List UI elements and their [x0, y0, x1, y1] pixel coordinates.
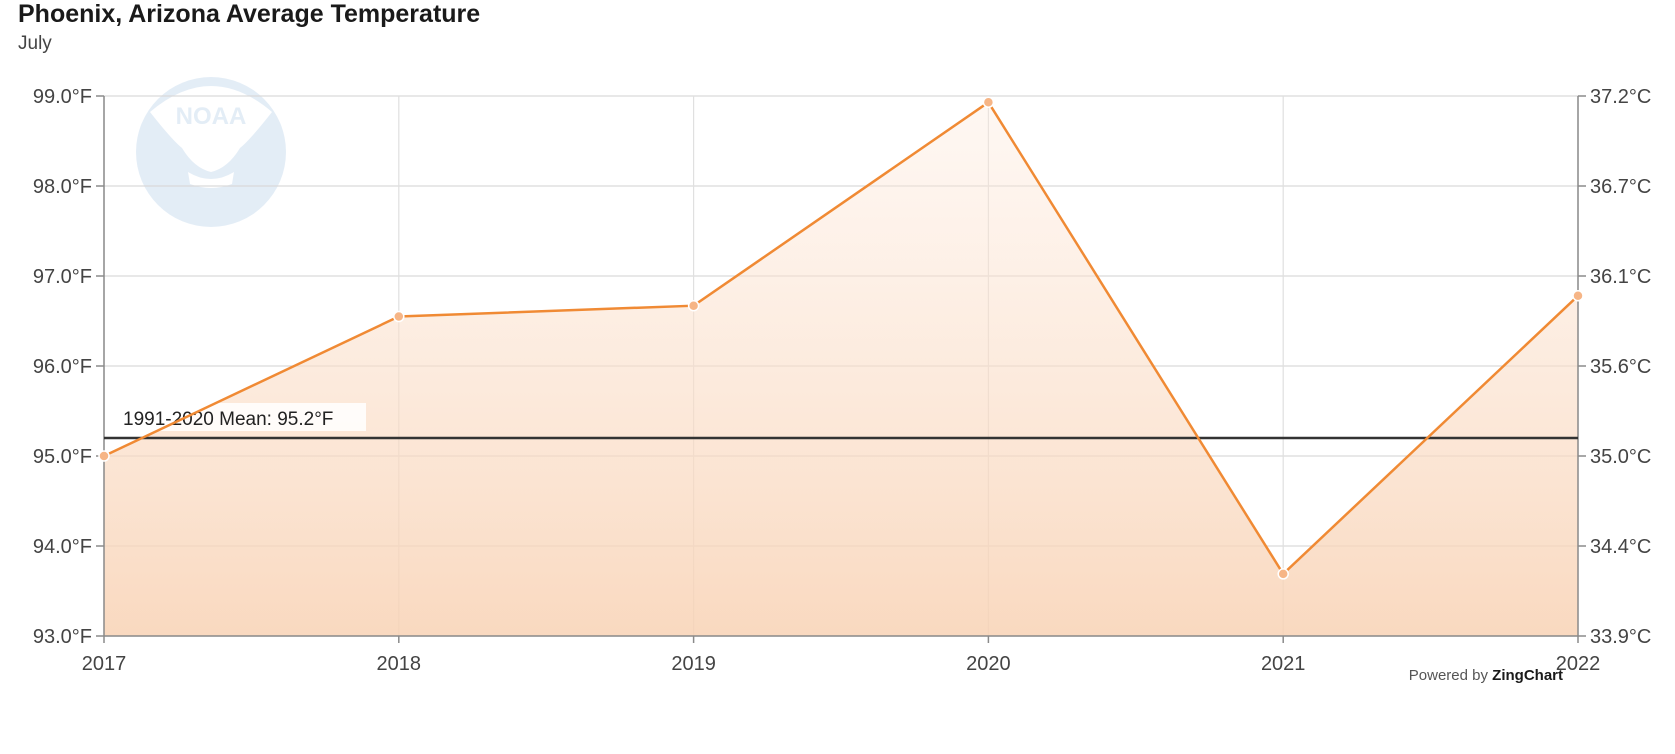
series-points [98, 96, 1584, 580]
data-point-2018[interactable] [393, 310, 405, 323]
x-tick-label: 2021 [1261, 653, 1306, 675]
y-tick-label-right: 36.7°C [1590, 176, 1651, 198]
data-point-2017[interactable] [98, 450, 110, 462]
y-axis-left-labels: 93.0°F 94.0°F 95.0°F 96.0°F 97.0°F 98.0°F 99.0… [33, 86, 92, 648]
y-tick-label-right: 33.9°C [1590, 626, 1651, 648]
y-tick-label-right: 34.4°C [1590, 536, 1651, 558]
zingchart-brand[interactable]: ZingChart [1492, 667, 1563, 684]
y-axis-right-labels: 33.9°C 34.4°C 35.0°C 35.6°C 36.1°C 36.7°C 37.2… [1590, 86, 1651, 648]
noaa-logo-text: NOAA [176, 103, 247, 130]
x-tick-label: 2022 [1556, 653, 1601, 675]
y-tick-label-left: 98.0°F [33, 176, 92, 198]
powered-by[interactable]: Powered by ZingChart [1409, 667, 1563, 684]
chart-title: Phoenix, Arizona Average Temperature [18, 0, 481, 28]
data-point-2019[interactable] [687, 299, 700, 312]
y-tick-label-left: 96.0°F [33, 356, 92, 378]
x-tick-label: 2020 [966, 653, 1011, 675]
x-tick-label: 2018 [377, 653, 422, 675]
series-area [104, 102, 1578, 637]
chart-subtitle: July [18, 33, 52, 54]
y-tick-label-right: 35.0°C [1590, 446, 1651, 468]
y-tick-label-left: 93.0°F [33, 626, 92, 648]
y-tick-label-right: 35.6°C [1590, 356, 1651, 378]
mean-reference: 1991-2020 Mean: 95.2°F [104, 403, 1578, 440]
data-point-2022[interactable] [1572, 290, 1584, 302]
axes [96, 95, 1586, 643]
y-tick-label-left: 97.0°F [33, 266, 92, 288]
x-tick-label: 2019 [671, 653, 716, 675]
x-tick-label: 2017 [82, 653, 127, 675]
y-tick-label-left: 99.0°F [33, 86, 92, 108]
powered-by-prefix: Powered by [1408, 667, 1488, 684]
series-line [103, 100, 1579, 576]
mean-reference-label: 1991-2020 Mean: 95.2°F [123, 409, 333, 430]
mean-label-background [116, 403, 366, 431]
y-tick-label-left: 94.0°F [33, 536, 92, 558]
y-tick-label-left: 95.0°F [33, 446, 92, 468]
x-axis-labels: 2017 2018 2019 2020 2021 2022 [82, 653, 1601, 675]
y-tick-label-right: 37.2°C [1590, 86, 1651, 108]
data-point-2021[interactable] [1277, 568, 1289, 580]
y-tick-label-right: 36.1°C [1590, 266, 1651, 288]
noaa-logo-watermark: NOAA [136, 77, 286, 227]
data-point-2020[interactable] [982, 96, 995, 109]
